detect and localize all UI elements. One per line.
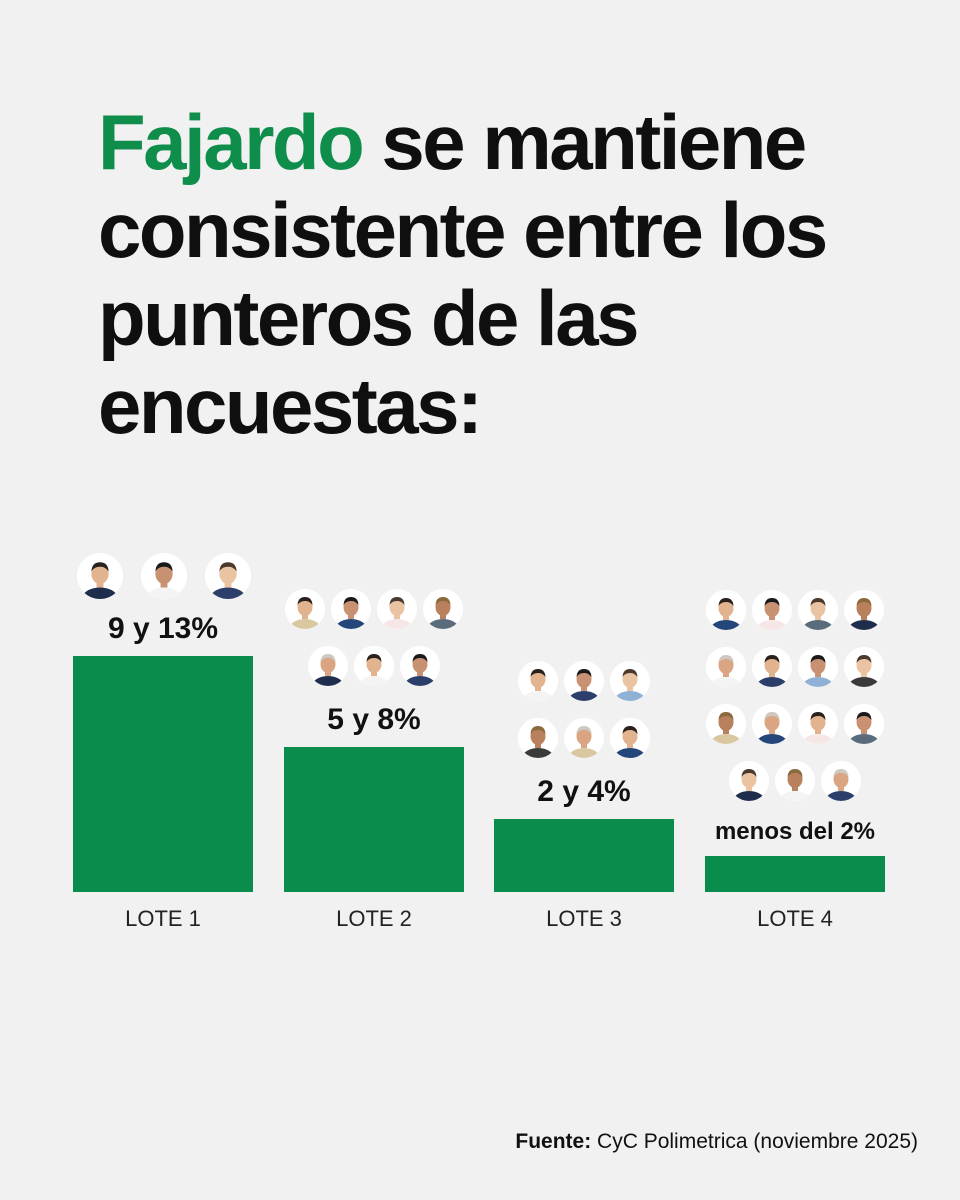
candidate-photo-icon <box>798 647 838 687</box>
candidate-photo-icon <box>205 553 251 599</box>
candidate-photo-icon <box>610 661 650 701</box>
candidate-photo-icon <box>285 589 325 629</box>
candidate-photos-lote-4 <box>705 584 885 812</box>
candidate-photo-icon <box>400 646 440 686</box>
source-note: Fuente: CyC Polimetrica (noviembre 2025) <box>515 1130 918 1154</box>
candidate-photos-lote-2 <box>284 583 464 697</box>
candidate-photo-icon <box>706 704 746 744</box>
candidate-photo-icon <box>331 589 371 629</box>
candidate-photo-icon <box>752 647 792 687</box>
headline-highlight: Fajardo <box>98 98 365 186</box>
candidate-photo-icon <box>564 661 604 701</box>
candidate-photo-icon <box>518 718 558 758</box>
candidate-photo-icon <box>844 704 884 744</box>
category-label-1: LOTE 1 <box>125 906 201 931</box>
candidate-photo-icon <box>377 589 417 629</box>
bar-value-label-1: 9 y 13% <box>107 612 219 645</box>
candidate-photo-icon <box>844 647 884 687</box>
candidate-photo-icon <box>518 661 558 701</box>
source-text: CyC Polimetrica (noviembre 2025) <box>591 1130 918 1153</box>
bar-2 <box>284 747 464 892</box>
candidate-photo-icon <box>844 590 884 630</box>
bar-value-label-3: 2 y 4% <box>537 775 631 808</box>
source-label: Fuente: <box>515 1130 592 1153</box>
bar-3 <box>494 819 674 892</box>
headline: Fajardo se mantiene consistente entre lo… <box>98 98 898 450</box>
category-label-4: LOTE 4 <box>757 906 833 931</box>
bar-value-label-4: menos del 2% <box>714 818 876 845</box>
candidate-photo-icon <box>706 590 746 630</box>
bar-1 <box>73 656 253 892</box>
candidate-photo-icon <box>752 590 792 630</box>
candidate-photo-icon <box>729 761 769 801</box>
candidate-photos-lote-1 <box>73 549 253 606</box>
bar-value-label-2: 5 y 8% <box>327 703 421 736</box>
candidate-photo-icon <box>706 647 746 687</box>
candidate-photo-icon <box>308 646 348 686</box>
bar-4 <box>705 856 885 892</box>
candidate-photo-icon <box>354 646 394 686</box>
category-label-3: LOTE 3 <box>546 906 622 931</box>
candidate-photo-icon <box>77 553 123 599</box>
candidate-photo-icon <box>752 704 792 744</box>
headline-text: se mantiene consistente entre los punter… <box>98 98 828 450</box>
candidate-photo-icon <box>610 718 650 758</box>
candidate-photo-icon <box>423 589 463 629</box>
category-label-2: LOTE 2 <box>336 906 412 931</box>
candidate-photos-lote-3 <box>494 655 674 769</box>
candidate-photo-icon <box>564 718 604 758</box>
candidate-photo-icon <box>798 590 838 630</box>
candidate-photo-icon <box>141 553 187 599</box>
candidate-photo-icon <box>798 704 838 744</box>
candidate-photo-icon <box>775 761 815 801</box>
candidate-photo-icon <box>821 761 861 801</box>
